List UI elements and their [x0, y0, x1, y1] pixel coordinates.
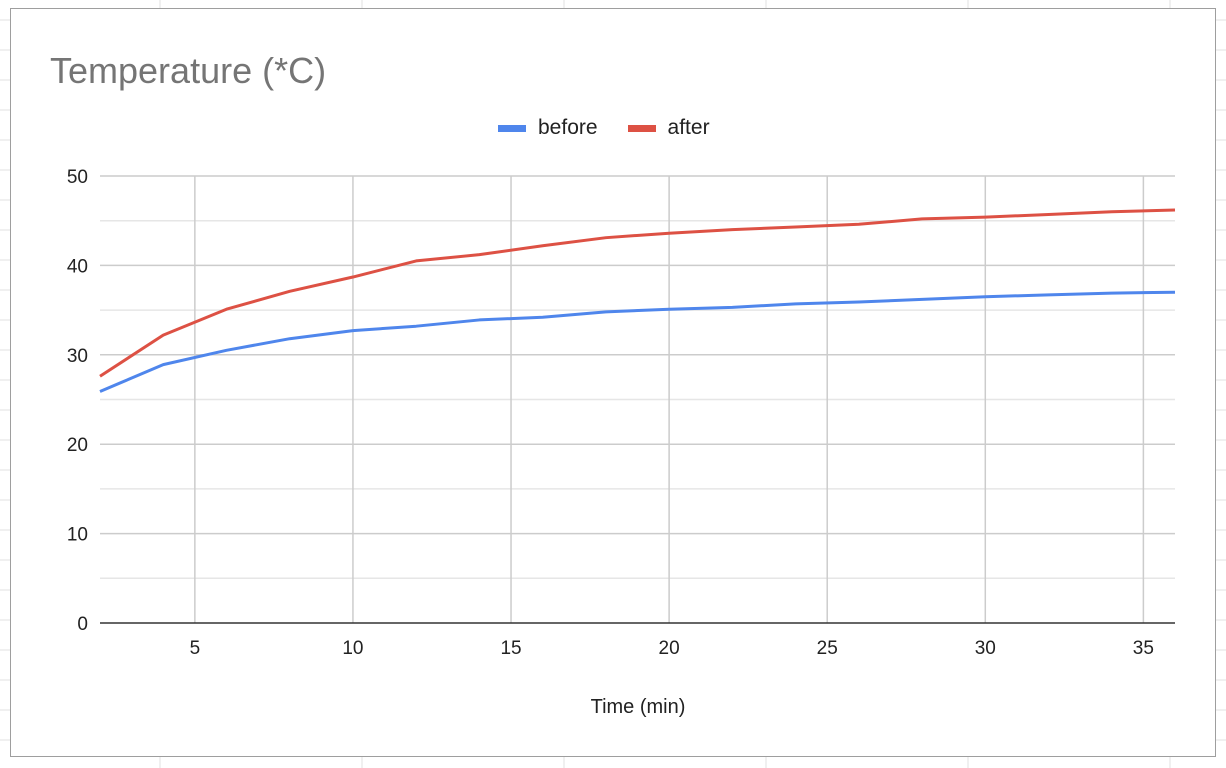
x-tick-label: 5: [190, 638, 201, 659]
y-tick-label: 30: [67, 346, 88, 367]
series-line-before: [99, 290, 1176, 393]
legend-swatch-before: [498, 124, 526, 132]
legend-item-after[interactable]: after: [627, 116, 710, 140]
legend-swatch-after: [627, 124, 656, 132]
x-tick-label: 30: [975, 638, 996, 659]
x-tick-label: 20: [659, 638, 680, 659]
legend-label-before: before: [538, 116, 598, 139]
legend-label-after: after: [667, 116, 710, 139]
y-tick-label: 0: [77, 614, 88, 635]
y-tick-label: 50: [67, 167, 88, 188]
y-tick-label: 40: [67, 256, 88, 277]
x-axis-label: Time (min): [590, 696, 686, 718]
y-tick-label: 20: [67, 435, 88, 456]
chart-title: Temperature (*C): [50, 50, 327, 91]
y-tick-label: 10: [67, 525, 88, 546]
x-tick-label: 35: [1133, 638, 1154, 659]
x-tick-label: 15: [500, 638, 521, 659]
legend-item-before[interactable]: before: [498, 116, 598, 140]
x-tick-label: 25: [817, 638, 838, 659]
series-line-after: [99, 208, 1176, 378]
chart-frame[interactable]: [10, 8, 1216, 757]
x-tick-label: 10: [342, 638, 363, 659]
chart-legend: before after: [498, 116, 710, 140]
